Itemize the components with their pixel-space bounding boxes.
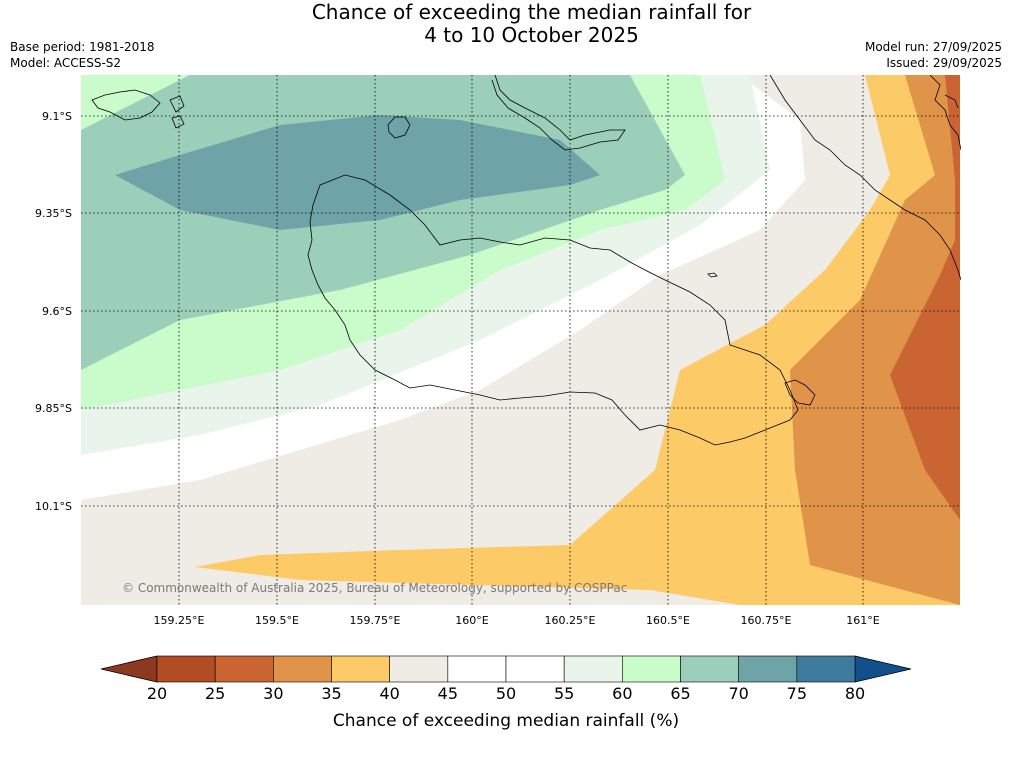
issued-date: Issued: 29/09/2025 <box>886 56 1002 70</box>
ngella-island-coastline <box>387 116 411 139</box>
lat-label: 9.85°S <box>35 402 72 415</box>
colorbar-tick-label: 20 <box>147 684 167 703</box>
graticule <box>81 75 961 605</box>
colorbar-segment <box>563 655 623 683</box>
colorbar-segment <box>505 655 565 683</box>
colorbar-tick-label: 65 <box>670 684 690 703</box>
colorbar-segment <box>622 655 681 683</box>
colorbar-tick-label: 35 <box>321 684 341 703</box>
model-name: Model: ACCESS-S2 <box>10 56 122 70</box>
lat-label: 10.1°S <box>35 500 72 513</box>
lon-label: 160°E <box>455 614 488 627</box>
model-run: Model run: 27/09/2025 <box>864 40 1002 54</box>
lon-label: 159.25°E <box>154 614 205 627</box>
lon-label: 160.5°E <box>646 614 690 627</box>
colorbar-tick-label: 80 <box>845 684 865 703</box>
lon-label: 160.25°E <box>545 614 596 627</box>
east-tip-islets-coastline <box>929 75 961 151</box>
colorbar-high-arrow <box>854 655 912 683</box>
lon-label: 159.75°E <box>350 614 401 627</box>
marau-islets-coastline <box>784 379 816 406</box>
map-title-line1: Chance of exceeding the median rainfall … <box>311 0 752 24</box>
colorbar-segment <box>156 655 216 683</box>
map-title-line2: 4 to 10 October 2025 <box>424 23 639 47</box>
lat-label: 9.1°S <box>42 110 72 123</box>
latitude-labels: 9.1°S 9.35°S 9.6°S 9.85°S 10.1°S <box>35 110 72 513</box>
rainfall-contours <box>81 75 961 605</box>
lon-label: 160.75°E <box>741 614 792 627</box>
colorbar-segment <box>214 655 274 683</box>
lon-label: 159.5°E <box>255 614 299 627</box>
colorbar-segment <box>331 655 390 683</box>
eastern-island-coastline <box>769 75 961 281</box>
colorbar-segment <box>389 655 449 683</box>
colorbar-label: Chance of exceeding median rainfall (%) <box>333 711 679 731</box>
band-30-35 <box>790 75 960 605</box>
small-islet-coastline <box>707 272 718 278</box>
guadalcanal-coastline <box>307 174 799 446</box>
colorbar-tick-label: 45 <box>438 684 458 703</box>
colorbar-tick-label: 30 <box>263 684 283 703</box>
colorbar-segment <box>738 655 798 683</box>
colorbar-tick-label: 55 <box>554 684 574 703</box>
colorbar-tick-label: 75 <box>787 684 807 703</box>
colorbar: 20 25 30 35 40 45 50 55 60 65 70 75 80 <box>100 655 912 703</box>
colorbar-tick-label: 70 <box>728 684 748 703</box>
band-35-40 <box>195 75 960 605</box>
northern-island-coastline <box>491 75 626 151</box>
lat-label: 9.6°S <box>42 305 72 318</box>
longitude-labels: 159.25°E 159.5°E 159.75°E 160°E 160.25°E… <box>154 614 880 627</box>
western-islets-coastline <box>91 89 185 129</box>
band-25-30 <box>890 75 960 520</box>
colorbar-segment <box>273 655 332 683</box>
colorbar-tick-label: 60 <box>612 684 632 703</box>
coastlines <box>91 75 961 446</box>
colorbar-tick-label: 25 <box>205 684 225 703</box>
colorbar-tick-label: 40 <box>379 684 399 703</box>
colorbar-segment <box>447 655 507 683</box>
colorbar-tick-label: 50 <box>496 684 516 703</box>
lat-label: 9.35°S <box>35 207 72 220</box>
band-70-75 <box>115 115 600 230</box>
copyright-notice: © Commonwealth of Australia 2025, Bureau… <box>122 581 627 595</box>
lon-label: 161°E <box>846 614 879 627</box>
colorbar-segment <box>680 655 739 683</box>
colorbar-segment <box>796 655 856 683</box>
base-period: Base period: 1981-2018 <box>10 40 155 54</box>
colorbar-low-arrow <box>100 655 158 683</box>
